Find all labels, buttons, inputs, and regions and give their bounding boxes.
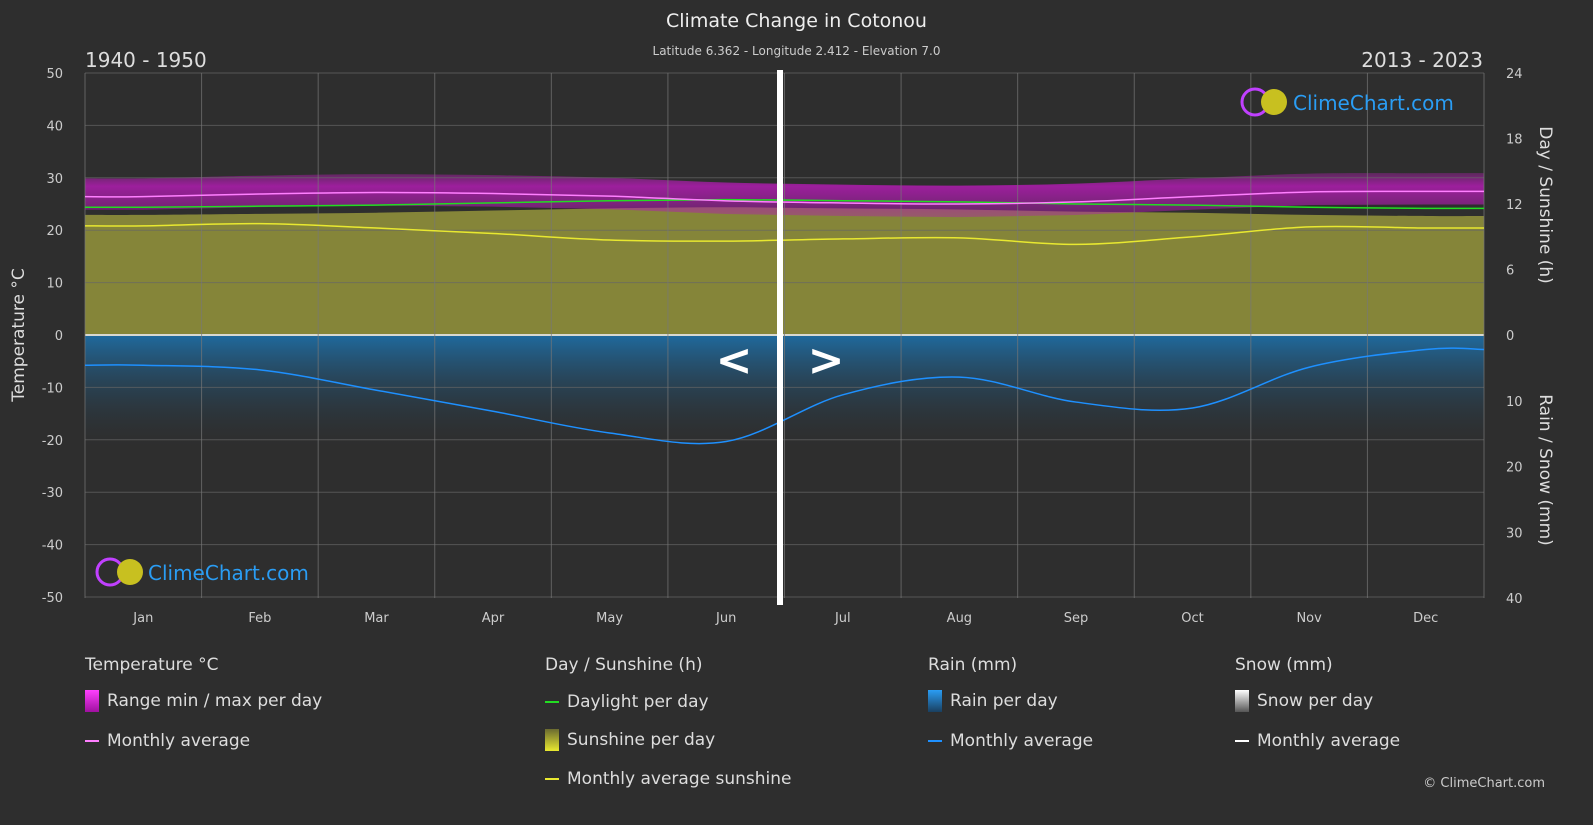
svg-text:ClimeChart.com: ClimeChart.com bbox=[148, 561, 309, 585]
left-tick-label: 30 bbox=[46, 172, 63, 187]
svg-text:ClimeChart.com: ClimeChart.com bbox=[1293, 91, 1454, 115]
left-tick-label: -30 bbox=[42, 486, 63, 501]
legend-temp-range: Range min / max per day bbox=[85, 690, 322, 712]
watermark-logo-bottom: ClimeChart.com bbox=[95, 557, 309, 587]
legend-sunshine-day: Sunshine per day bbox=[545, 729, 715, 751]
month-label: Feb bbox=[248, 611, 271, 626]
temperature-avg-line bbox=[84, 190, 1485, 205]
watermark-logo-top: ClimeChart.com bbox=[1240, 87, 1454, 117]
right-top-tick-label: 12 bbox=[1506, 198, 1523, 213]
chart-subtitle: Latitude 6.362 - Longitude 2.412 - Eleva… bbox=[652, 44, 941, 58]
line-swatch-icon bbox=[928, 740, 942, 742]
rain-avg-line bbox=[84, 347, 1485, 445]
period-right: 2013 - 2023 bbox=[1361, 48, 1483, 72]
period-divider[interactable] bbox=[777, 70, 783, 605]
month-label: Nov bbox=[1296, 611, 1322, 626]
left-tick-label: 10 bbox=[46, 277, 63, 292]
legend-temperature-title: Temperature °C bbox=[85, 655, 219, 675]
legend-snow-title: Snow (mm) bbox=[1235, 655, 1333, 675]
month-label: Apr bbox=[482, 611, 505, 626]
right-bottom-tick-label: 10 bbox=[1506, 395, 1523, 410]
range-swatch-icon bbox=[85, 690, 99, 712]
right-bottom-tick-label: 20 bbox=[1506, 461, 1523, 476]
legend-temp-avg: Monthly average bbox=[85, 731, 250, 751]
month-label: Jul bbox=[834, 611, 851, 626]
legend-snow-avg: Monthly average bbox=[1235, 731, 1400, 751]
line-swatch-icon bbox=[545, 778, 559, 780]
legend-daylight: Daylight per day bbox=[545, 692, 709, 712]
legend-snow-day: Snow per day bbox=[1235, 690, 1373, 712]
rain-swatch-icon bbox=[928, 690, 942, 712]
right-top-tick-label: 18 bbox=[1506, 133, 1523, 148]
copyright: © ClimeChart.com bbox=[1423, 776, 1545, 791]
left-tick-label: 40 bbox=[46, 119, 63, 134]
left-tick-label: 50 bbox=[46, 67, 63, 82]
period-left: 1940 - 1950 bbox=[85, 48, 207, 72]
legend-rain-avg: Monthly average bbox=[928, 731, 1093, 751]
chart-title: Climate Change in Cotonou bbox=[666, 10, 927, 32]
left-tick-label: 0 bbox=[55, 329, 63, 344]
left-tick-label: 20 bbox=[46, 224, 63, 239]
month-label: Sep bbox=[1064, 611, 1089, 626]
line-swatch-icon bbox=[1235, 740, 1249, 742]
right-bottom-tick-label: 30 bbox=[1506, 526, 1523, 541]
left-tick-label: -20 bbox=[42, 434, 63, 449]
right-axis-bottom-label: Rain / Snow (mm) bbox=[1535, 394, 1555, 546]
left-tick-label: -50 bbox=[42, 591, 63, 606]
month-label: Mar bbox=[364, 611, 389, 626]
left-tick-label: -40 bbox=[42, 539, 63, 554]
month-label: Aug bbox=[947, 611, 972, 626]
legend-rain-title: Rain (mm) bbox=[928, 655, 1018, 675]
month-label: Jun bbox=[715, 611, 736, 626]
right-axis-top-label: Day / Sunshine (h) bbox=[1535, 126, 1555, 283]
legend-rain-day: Rain per day bbox=[928, 690, 1058, 712]
daylight-line bbox=[84, 198, 1485, 210]
right-top-tick-label: 24 bbox=[1506, 67, 1523, 82]
line-swatch-icon bbox=[85, 740, 99, 742]
right-bottom-tick-label: 40 bbox=[1506, 592, 1523, 607]
legend-sunshine-title: Day / Sunshine (h) bbox=[545, 655, 703, 675]
sunshine-avg-line bbox=[84, 222, 1485, 246]
prev-period-button[interactable]: < bbox=[716, 335, 753, 386]
line-swatch-icon bbox=[545, 701, 559, 703]
left-tick-label: -10 bbox=[42, 381, 63, 396]
snow-swatch-icon bbox=[1235, 690, 1249, 712]
sunshine-swatch-icon bbox=[545, 729, 559, 751]
climate-chart: 50 40 30 20 10 0 -10 -20 -30 -40 -50 24 18 12 6 0 10 20 30… bbox=[9, 67, 1555, 626]
legend-sunshine-avg: Monthly average sunshine bbox=[545, 769, 791, 789]
right-top-tick-label: 0 bbox=[1506, 329, 1514, 344]
month-label: Dec bbox=[1413, 611, 1438, 626]
month-label: Jan bbox=[132, 611, 153, 626]
right-top-tick-label: 6 bbox=[1506, 264, 1514, 279]
left-axis-label: Temperature °C bbox=[9, 268, 29, 402]
month-label: Oct bbox=[1181, 611, 1203, 626]
next-period-button[interactable]: > bbox=[808, 335, 845, 386]
month-label: May bbox=[596, 611, 623, 626]
